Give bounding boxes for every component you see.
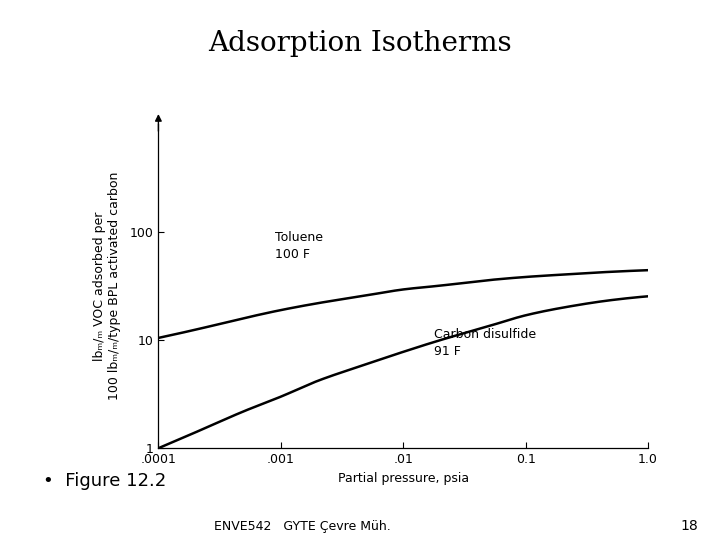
Y-axis label: lbₘ/ₘ VOC adsorbed per
100 lbₘ/ₘ/type BPL activated carbon: lbₘ/ₘ VOC adsorbed per 100 lbₘ/ₘ/type BP… (94, 172, 122, 400)
Text: Adsorption Isotherms: Adsorption Isotherms (208, 30, 512, 57)
Text: Carbon disulfide
91 F: Carbon disulfide 91 F (434, 328, 536, 357)
Text: Toluene
100 F: Toluene 100 F (275, 231, 323, 261)
Text: ENVE542   GYTE Çevre Müh.: ENVE542 GYTE Çevre Müh. (214, 520, 391, 533)
Text: 18: 18 (680, 519, 698, 534)
Text: •  Figure 12.2: • Figure 12.2 (43, 471, 166, 490)
X-axis label: Partial pressure, psia: Partial pressure, psia (338, 471, 469, 484)
